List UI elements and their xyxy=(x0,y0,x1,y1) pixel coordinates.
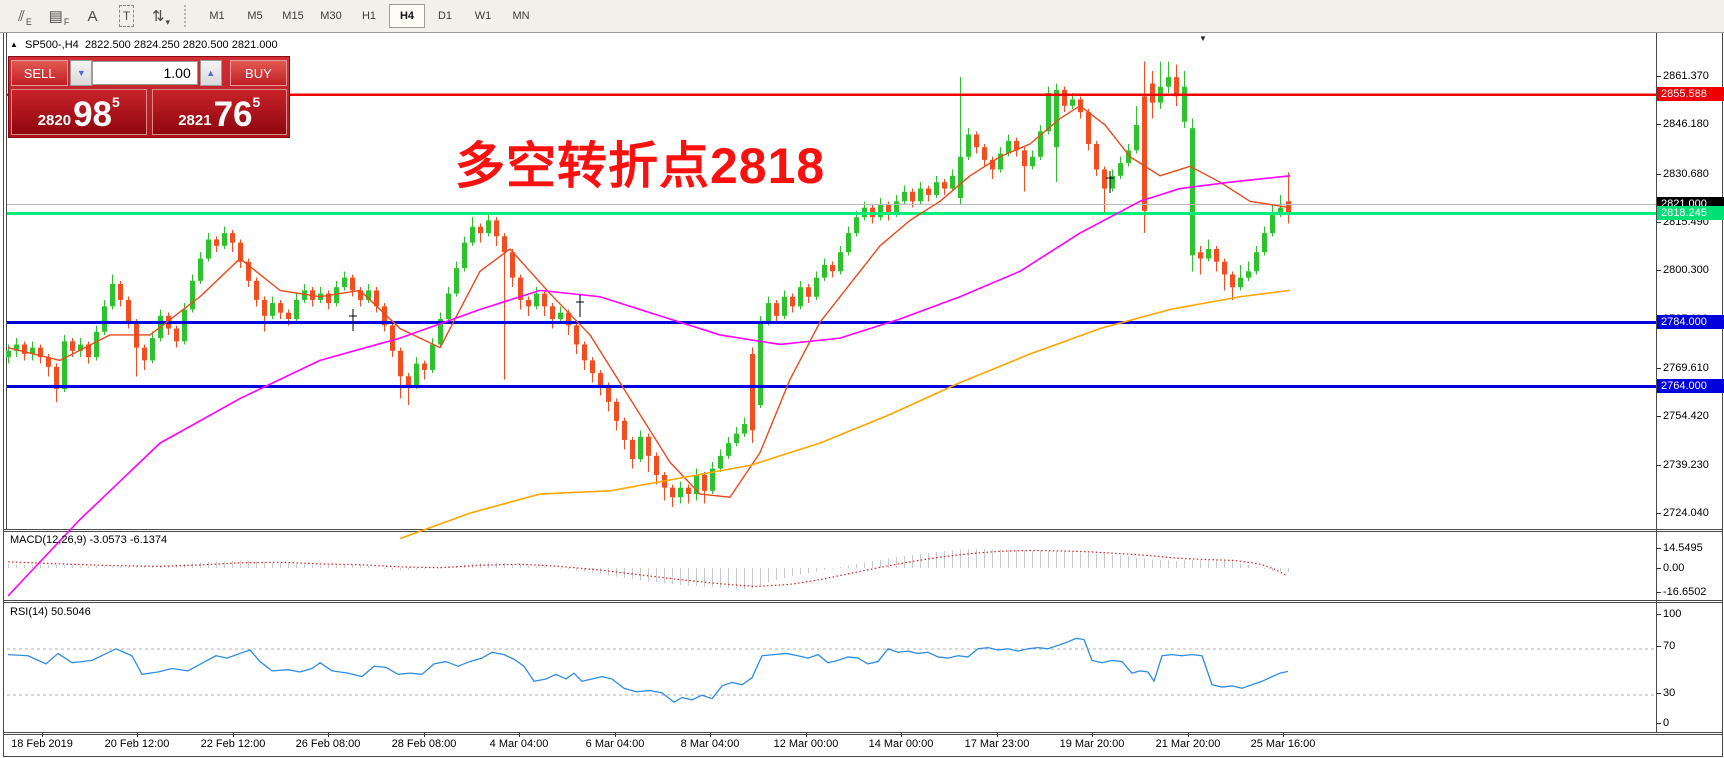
timeframe-button-h4[interactable]: H4 xyxy=(389,4,425,28)
price-badge-2818.245: 2818.245 xyxy=(1657,206,1724,220)
buy-price-main: 76 xyxy=(213,95,253,134)
timeframe-button-m15[interactable]: M15 xyxy=(282,10,304,22)
time-axis-label: 21 Mar 20:00 xyxy=(1155,738,1221,750)
timeframe-button-m30[interactable]: M30 xyxy=(320,10,342,22)
text-label-icon[interactable]: A xyxy=(87,8,98,25)
time-axis-label: 26 Feb 08:00 xyxy=(295,738,361,750)
price-axis-tick: 2754.420 xyxy=(1663,410,1709,422)
time-axis-label: 14 Mar 00:00 xyxy=(868,738,934,750)
price-axis-tick: 2800.300 xyxy=(1663,264,1709,276)
time-axis-label: 18 Feb 2019 xyxy=(11,738,73,750)
cross-marks xyxy=(349,171,1114,331)
sell-button[interactable]: SELL xyxy=(11,60,69,86)
timeframe-button-d1[interactable]: D1 xyxy=(437,10,453,22)
sell-price-prefix: 2820 xyxy=(37,112,72,129)
time-axis-label: 20 Feb 12:00 xyxy=(104,738,170,750)
arrows-icon[interactable]: ⇅ ▾ xyxy=(151,8,171,27)
candlestick-series xyxy=(6,61,1291,507)
volume-increase-button[interactable]: ▲ xyxy=(199,60,222,86)
toolbar-separator xyxy=(184,5,190,27)
timeframe-button-group: M1 M5 M15 M30 H1 H4 D1 W1 MN xyxy=(198,4,540,28)
toolbar: ⫽ E ▤ F A T ⇅ ▾ M1 M5 M15 M30 H1 H4 D1 W1 MN xyxy=(0,0,1724,33)
timeframe-button-m5[interactable]: M5 xyxy=(247,10,263,22)
volume-input[interactable]: 1.00 xyxy=(92,61,198,85)
rsi-axis-tick: 70 xyxy=(1663,640,1676,652)
rsi-axis-tick: 100 xyxy=(1663,608,1682,620)
time-axis-label: 4 Mar 04:00 xyxy=(489,738,549,750)
chart-annotation: 多空转折点2818 xyxy=(455,138,826,194)
price-axis-tick: 2739.230 xyxy=(1663,459,1709,471)
equidistant-channel-icon[interactable]: ⫽ E xyxy=(18,8,32,27)
buy-price-prefix: 2821 xyxy=(178,112,212,129)
chart-shift-icon[interactable]: ▼ xyxy=(1199,34,1207,43)
macd-axis-tick: 0.00 xyxy=(1663,562,1685,574)
timeframe-button-m1[interactable]: M1 xyxy=(209,10,225,22)
price-axis-tick: 2830.680 xyxy=(1663,168,1709,180)
sell-price-main: 98 xyxy=(73,95,112,134)
price-axis-tick: 2846.180 xyxy=(1663,118,1709,130)
text-box-icon[interactable]: T xyxy=(110,3,144,29)
buy-price-box[interactable]: 2821 76 5 xyxy=(151,89,287,135)
toolbar-icon-group: ⫽ E ▤ F A T ⇅ ▾ xyxy=(8,3,178,29)
macd-axis-tick: -16.6502 xyxy=(1663,586,1707,598)
timeframe-button-mn[interactable]: MN xyxy=(512,10,530,22)
time-axis-label: 22 Feb 12:00 xyxy=(200,738,266,750)
time-axis-label: 19 Mar 20:00 xyxy=(1059,738,1125,750)
buy-price-sup: 5 xyxy=(252,94,261,110)
axis-tick-marks xyxy=(42,76,1661,737)
time-axis-label: 8 Mar 04:00 xyxy=(680,738,740,750)
collapse-arrow-icon[interactable]: ▲ xyxy=(10,40,18,49)
sell-price-sup: 5 xyxy=(112,94,120,110)
price-badge-2784.000: 2784.000 xyxy=(1657,315,1724,329)
ma-fast-red-line xyxy=(7,105,1291,498)
one-click-trading-panel: SELL ▼ 1.00 ▲ BUY 2820 98 5 2821 76 5 xyxy=(8,56,290,138)
rsi-label: RSI(14) 50.5046 xyxy=(10,606,91,618)
price-axis-tick: 2861.370 xyxy=(1663,70,1709,82)
sell-price-box[interactable]: 2820 98 5 xyxy=(11,89,147,135)
rsi-indicator xyxy=(7,637,1656,703)
price-badge-2764.000: 2764.000 xyxy=(1657,379,1724,393)
fibonacci-icon[interactable]: ▤ F xyxy=(48,8,70,27)
price-axis-tick: 2724.040 xyxy=(1663,507,1709,519)
price-axis-tick: 2769.610 xyxy=(1663,362,1709,374)
buy-button[interactable]: BUY xyxy=(229,60,288,86)
time-axis-label: 12 Mar 00:00 xyxy=(773,738,839,750)
time-axis-label: 17 Mar 23:00 xyxy=(964,738,1030,750)
ma-orange-line xyxy=(399,289,1291,540)
time-axis-label: 25 Mar 16:00 xyxy=(1250,738,1316,750)
macd-label: MACD(12,26,9) -3.0573 -6.1374 xyxy=(10,534,168,546)
timeframe-button-h1[interactable]: H1 xyxy=(361,10,377,22)
time-axis-label: 28 Feb 08:00 xyxy=(391,738,457,750)
rsi-axis-tick: 30 xyxy=(1663,687,1676,699)
rsi-axis-tick: 0 xyxy=(1663,717,1670,729)
timeframe-button-w1[interactable]: W1 xyxy=(474,10,492,22)
symbol-header: ▲ SP500-,H4 2822.500 2824.250 2820.500 2… xyxy=(10,39,278,51)
symbol-ohlc: 2822.500 2824.250 2820.500 2821.000 xyxy=(84,39,278,51)
symbol-name: SP500-,H4 xyxy=(24,39,79,51)
volume-decrease-button[interactable]: ▼ xyxy=(70,60,93,86)
price-badge-2855.588: 2855.588 xyxy=(1657,87,1724,101)
panel-borders xyxy=(3,33,1723,757)
time-axis-label: 6 Mar 04:00 xyxy=(585,738,645,750)
macd-indicator xyxy=(7,548,1289,589)
ma-magenta-line xyxy=(7,175,1291,597)
macd-axis-tick: 14.5495 xyxy=(1663,542,1703,554)
